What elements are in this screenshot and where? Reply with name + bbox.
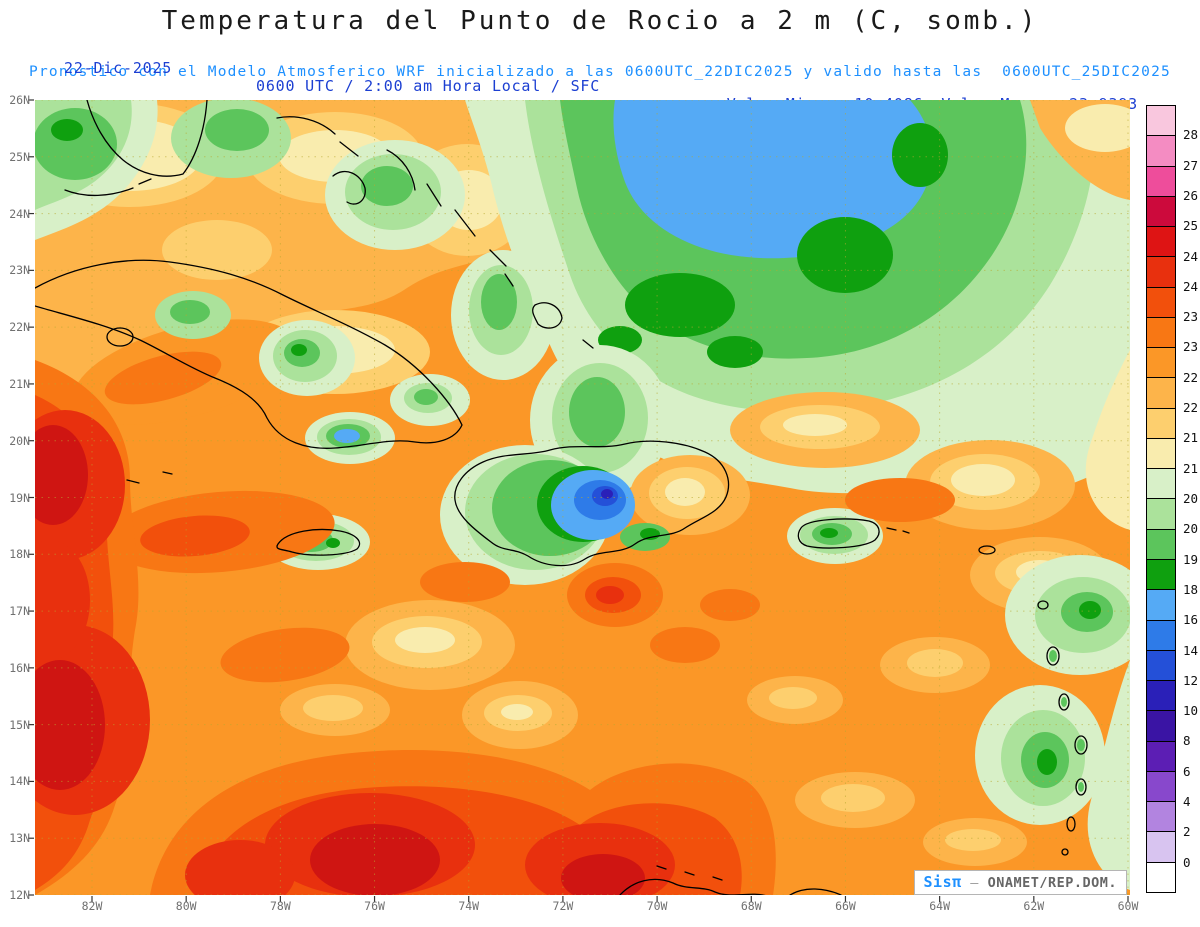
colorbar-tick-label: 6 <box>1183 763 1191 779</box>
colorbar-tick-label: 16 <box>1183 612 1199 628</box>
contour-fill-layer <box>35 100 1130 895</box>
colorbar-cell <box>1147 802 1175 833</box>
lat-label: 21N <box>9 376 30 391</box>
colorbar-tick-label: 25 <box>1183 218 1199 234</box>
colorbar-tick-label: 0 <box>1183 854 1191 870</box>
map-title: Temperatura del Punto de Rocio a 2 m (C,… <box>161 6 1039 36</box>
lat-label: 19N <box>9 490 30 505</box>
colorbar-tick-label: 24 <box>1183 278 1199 294</box>
lat-label: 18N <box>9 547 30 562</box>
forecast-date: 22-Dic-2025 <box>64 59 173 77</box>
colorbar-cell <box>1147 227 1175 258</box>
colorbar-cell <box>1147 862 1175 892</box>
colorbar <box>1146 105 1176 893</box>
lon-label: 72W <box>552 899 574 913</box>
colorbar-tick-label: 14 <box>1183 642 1199 658</box>
colorbar-cell <box>1147 771 1175 803</box>
colorbar-tick-label: 20.5 <box>1183 491 1200 506</box>
lat-label: 24N <box>9 206 30 221</box>
colorbar-tick-label: 19 <box>1183 551 1199 567</box>
colorbar-tick-label: 22 <box>1183 400 1199 416</box>
colorbar-tick-label: 26 <box>1183 187 1199 203</box>
colorbar-cell <box>1147 590 1175 621</box>
lon-label: 80W <box>175 899 197 913</box>
colorbar-tick-label: 4 <box>1183 794 1191 810</box>
colorbar-cell <box>1147 348 1175 379</box>
colorbar-cell <box>1147 499 1175 530</box>
lat-label: 12N <box>9 888 30 902</box>
colorbar-tick-label: 8 <box>1183 733 1191 749</box>
colorbar-cell <box>1147 438 1175 470</box>
lat-label: 13N <box>9 831 30 846</box>
colorbar-tick-label: 23 <box>1183 339 1199 355</box>
colorbar-tick-label: 21 <box>1183 460 1199 476</box>
lat-label: 22N <box>9 320 30 335</box>
colorbar-cell <box>1147 832 1175 863</box>
colorbar-tick-label: 21.5 <box>1183 430 1200 446</box>
colorbar-cell <box>1147 136 1175 167</box>
colorbar-tick-label: 2 <box>1183 824 1191 840</box>
lat-label: 25N <box>9 149 30 164</box>
model-info: Pronostico con el Modelo Atmosferico WRF… <box>29 64 1171 80</box>
lon-label: 64W <box>929 899 951 913</box>
watermark: Sisπ — ONAMET/REP.DOM. <box>913 870 1127 895</box>
lon-label: 74W <box>458 899 480 913</box>
colorbar-cell <box>1147 620 1175 651</box>
lon-label: 68W <box>740 899 762 913</box>
header: Temperatura del Punto de Rocio a 2 m (C,… <box>0 0 1200 113</box>
lat-label: 23N <box>9 263 30 278</box>
lat-label: 15N <box>9 717 30 732</box>
lat-label: 26N <box>9 93 30 107</box>
colorbar-cell <box>1147 650 1175 682</box>
colorbar-tick-label: 24.5 <box>1183 248 1200 264</box>
lon-label: 78W <box>269 899 291 913</box>
colorbar-cell <box>1147 287 1175 318</box>
map-canvas: 26N 25N 24N 23N 22N 21N 20N 19N 18N 17N 16N 15N 14N 1… <box>9 93 1138 913</box>
lon-label: 82W <box>81 899 103 913</box>
watermark-separator: — <box>970 875 979 891</box>
colorbar-tick-label: 10 <box>1183 703 1199 719</box>
lat-label: 17N <box>9 604 30 619</box>
coastline-layer <box>35 100 1088 895</box>
lon-label: 66W <box>835 899 856 913</box>
colorbar-cell <box>1147 378 1175 409</box>
colorbar-tick-label: 28 <box>1183 127 1199 143</box>
header-line1: 22-Dic-2025 0600 UTC / 2:00 am Hora Loca… <box>0 41 1200 113</box>
colorbar-tick-label: 18 <box>1183 581 1199 597</box>
colorbar-tick-label: 20 <box>1183 521 1199 537</box>
colorbar-tick-label: 12 <box>1183 672 1199 688</box>
colorbar-tick-label: 22.5 <box>1183 369 1200 385</box>
lon-label: 76W <box>364 899 385 913</box>
colorbar-cell <box>1147 257 1175 288</box>
lon-label: 62W <box>1023 899 1045 913</box>
colorbar-cell <box>1147 741 1175 772</box>
forecast-time: 0600 UTC / 2:00 am Hora Local / SFC <box>256 77 601 95</box>
axis-tick-layer <box>28 99 1129 902</box>
colorbar-cell <box>1147 559 1175 591</box>
colorbar-cell <box>1147 196 1175 228</box>
colorbar-cell <box>1147 408 1175 439</box>
watermark-org: ONAMET/REP.DOM. <box>987 875 1117 891</box>
colorbar-tick-label: 27 <box>1183 157 1199 173</box>
weather-map-svg <box>28 99 1130 902</box>
colorbar-tick-label: 23.5 <box>1183 309 1200 325</box>
colorbar-cell <box>1147 166 1175 197</box>
lon-label: 60W <box>1117 899 1139 913</box>
lon-label: 70W <box>646 899 668 913</box>
colorbar-cell <box>1147 469 1175 500</box>
watermark-brand: Sisπ <box>923 873 962 891</box>
lat-label: 20N <box>9 433 30 448</box>
colorbar-cell <box>1147 681 1175 712</box>
colorbar-cell <box>1147 711 1175 742</box>
colorbar-cell <box>1147 529 1175 560</box>
colorbar-cell <box>1147 317 1175 349</box>
lat-label: 16N <box>9 660 30 675</box>
colorbar-cell <box>1147 106 1175 137</box>
lat-label: 14N <box>9 774 30 789</box>
